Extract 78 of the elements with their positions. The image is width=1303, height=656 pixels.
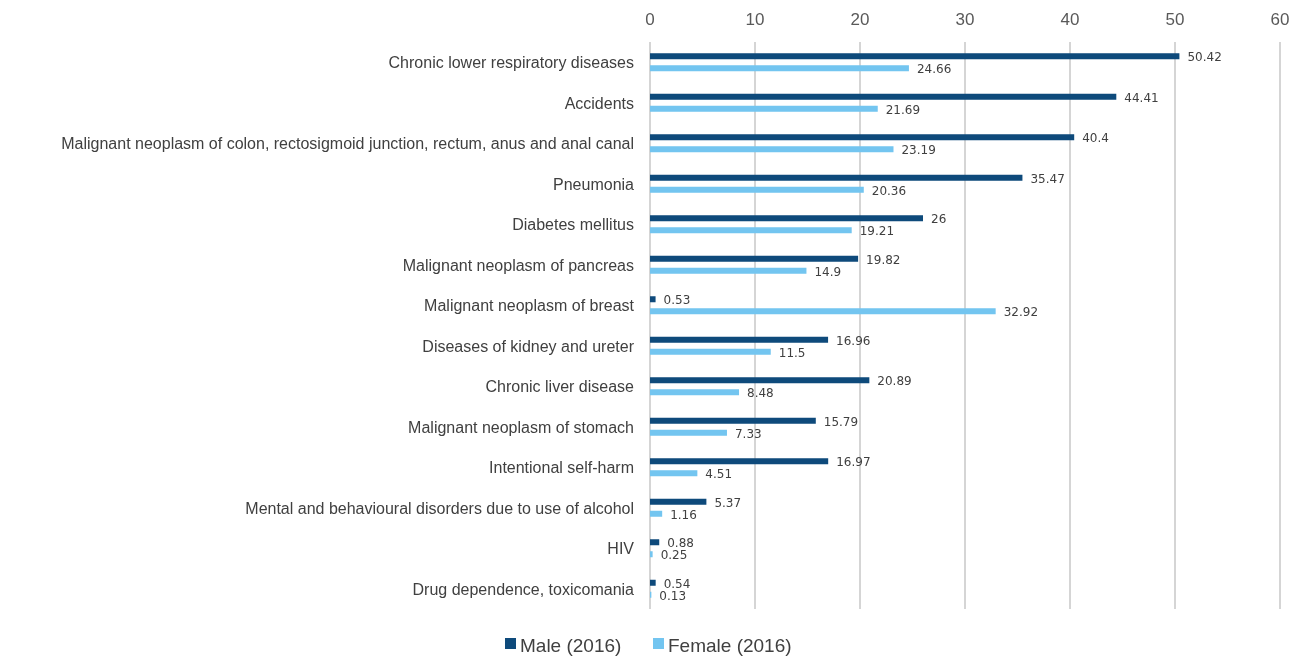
data-label: 0.25 <box>660 548 688 563</box>
data-label: 16.97 <box>836 455 871 470</box>
data-label: 0.53 <box>663 293 691 308</box>
y-tick-label: Malignant neoplasm of breast <box>424 297 635 315</box>
bar <box>650 510 663 517</box>
bar <box>650 255 859 262</box>
data-label: 50.42 <box>1187 50 1222 65</box>
y-tick-label: HIV <box>607 540 635 558</box>
x-tick-label: 50 <box>1165 10 1185 29</box>
data-label: 0.88 <box>667 536 694 551</box>
y-tick-label: Diabetes mellitus <box>512 216 634 234</box>
data-label: 32.92 <box>1003 305 1039 320</box>
y-tick-label: Malignant neoplasm of stomach <box>408 418 634 436</box>
bar <box>650 336 829 343</box>
data-label: 7.33 <box>734 426 762 441</box>
data-label: 8.48 <box>747 386 774 401</box>
data-label: 20.36 <box>871 183 907 198</box>
data-label: 4.51 <box>705 467 733 482</box>
bar <box>650 579 656 586</box>
bar <box>650 498 707 505</box>
bar <box>650 296 656 303</box>
x-tick-label: 30 <box>955 10 975 29</box>
data-label: 14.9 <box>814 264 842 279</box>
data-label: 5.37 <box>714 495 742 510</box>
x-tick-label: 0 <box>645 10 655 29</box>
data-label: 0.54 <box>663 576 691 591</box>
x-tick-label: 10 <box>745 10 765 29</box>
bar <box>650 215 923 222</box>
y-tick-label: Chronic lower respiratory diseases <box>388 54 634 72</box>
bar <box>650 348 771 355</box>
data-label: 21.69 <box>885 102 921 117</box>
bar <box>650 539 660 546</box>
data-label: 26 <box>931 212 947 227</box>
y-tick-label: Pneumonia <box>553 175 635 193</box>
bar <box>650 93 1117 100</box>
bar <box>650 377 870 384</box>
data-label: 19.21 <box>859 224 895 239</box>
bar <box>650 174 1023 181</box>
bar <box>650 429 727 436</box>
x-tick-label: 40 <box>1060 10 1080 29</box>
x-tick-label: 20 <box>850 10 870 29</box>
bar <box>650 65 909 72</box>
data-label: 16.96 <box>836 333 871 348</box>
y-tick-label: Mental and behavioural disorders due to use of alcohol <box>245 499 634 517</box>
bar <box>650 267 807 274</box>
data-label: 0.13 <box>659 588 687 603</box>
bar <box>650 308 996 315</box>
data-label: 20.89 <box>877 374 912 389</box>
y-tick-label: Chronic liver disease <box>485 378 635 396</box>
bar <box>650 389 740 396</box>
data-label: 19.82 <box>866 252 901 267</box>
y-tick-label: Malignant neoplasm of colon, rectosigmoid junction, rectum, anus and anal canal <box>61 135 634 153</box>
y-tick-label: Diseases of kidney and ureter <box>422 337 635 355</box>
bar <box>650 146 894 153</box>
bar <box>650 186 864 193</box>
legend-label: Male (2016) <box>520 635 622 656</box>
bar <box>650 227 852 234</box>
y-tick-label: Intentional self-harm <box>489 459 634 477</box>
bar <box>650 551 653 558</box>
data-label: 40.4 <box>1082 131 1109 146</box>
bar <box>650 105 878 112</box>
y-tick-label: Drug dependence, toxicomania <box>412 580 635 598</box>
data-label: 24.66 <box>916 62 952 77</box>
bar <box>650 53 1180 60</box>
y-tick-label: Accidents <box>564 94 634 112</box>
bar <box>650 134 1075 141</box>
data-label: 44.41 <box>1124 90 1159 105</box>
bar <box>650 470 698 477</box>
y-tick-label: Malignant neoplasm of pancreas <box>402 256 634 274</box>
data-label: 15.79 <box>823 414 859 429</box>
data-label: 11.5 <box>778 345 806 360</box>
data-label: 35.47 <box>1030 171 1065 186</box>
data-label: 23.19 <box>901 143 936 158</box>
bar <box>650 417 816 424</box>
bar <box>650 458 829 465</box>
data-label: 1.16 <box>670 507 697 522</box>
x-tick-label: 60 <box>1270 10 1290 29</box>
legend-label: Female (2016) <box>668 635 792 656</box>
